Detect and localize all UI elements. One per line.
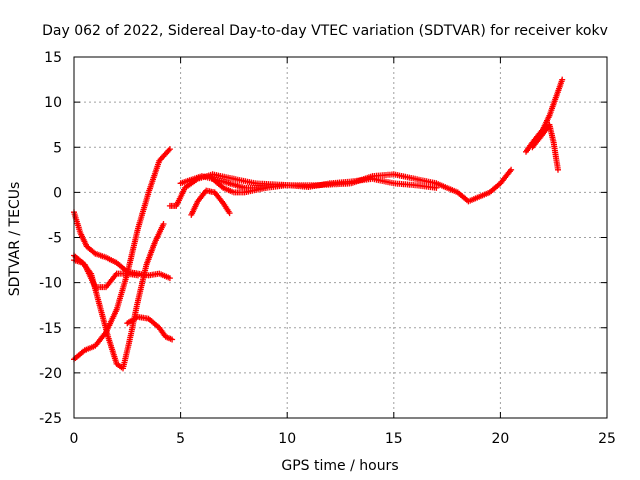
- x-tick-label: 25: [598, 431, 616, 447]
- series-arc-11: [529, 121, 561, 173]
- plot-area: [71, 76, 566, 372]
- y-tick-label: -15: [39, 321, 62, 337]
- y-tick-label: -10: [39, 276, 62, 292]
- x-tick-label: 0: [70, 431, 79, 447]
- data-marks-arc-10: [523, 76, 566, 155]
- y-tick-label: -20: [39, 366, 62, 382]
- data-marks-arc-5: [124, 313, 176, 343]
- x-tick-label: 20: [491, 431, 509, 447]
- y-tick-label: -25: [39, 411, 62, 427]
- series-arc-9: [209, 175, 269, 196]
- x-tick-label: 5: [176, 431, 185, 447]
- data-marks-arc-6: [166, 166, 515, 209]
- y-tick-label: -5: [48, 231, 62, 247]
- grid-lines: [74, 57, 607, 418]
- y-tick-label: 5: [53, 140, 62, 156]
- data-marks-arc-9: [209, 175, 269, 196]
- x-tick-label: 15: [385, 431, 403, 447]
- data-marks-arc-11: [529, 121, 561, 173]
- y-tick-label: 0: [53, 185, 62, 201]
- x-tick-label: 10: [278, 431, 296, 447]
- x-axis-label: GPS time / hours: [281, 458, 398, 474]
- y-axis-label: SDTVAR / TECUs: [7, 182, 23, 297]
- y-tick-label: 10: [44, 95, 62, 111]
- y-tick-label: 15: [44, 50, 62, 66]
- series-arc-6: [166, 166, 515, 209]
- tick-labels: 0 5 10 15 20 25 -25 -20 -15 -10 -5 0 5 10 15: [39, 50, 616, 447]
- series-arc-10: [523, 76, 566, 155]
- chart-title: Day 062 of 2022, Sidereal Day-to-day VTE…: [42, 23, 608, 39]
- series-arc-8: [188, 187, 233, 218]
- data-marks-arc-8: [188, 187, 233, 218]
- series-arc-5: [124, 313, 176, 343]
- plot-frame: [73, 56, 608, 419]
